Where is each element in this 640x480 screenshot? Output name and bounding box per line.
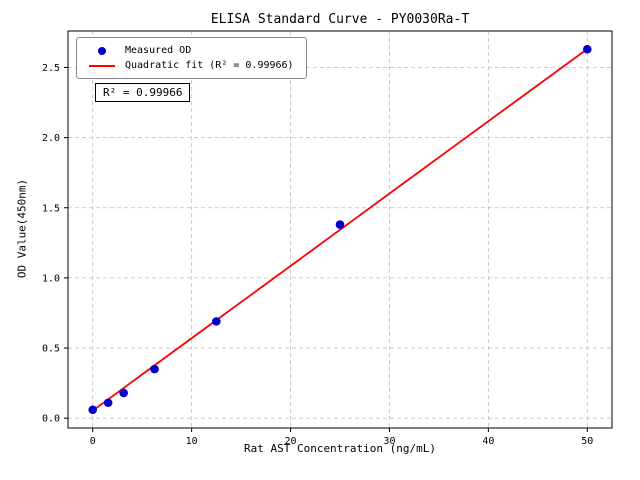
y-tick-label: 2.0: [42, 133, 60, 144]
x-tick-label: 0: [90, 436, 96, 447]
x-tick-label: 30: [383, 436, 395, 447]
x-tick-label: 40: [482, 436, 494, 447]
legend-item-measured-od: Measured OD: [87, 43, 294, 58]
chart-title: ELISA Standard Curve - PY0030Ra-T: [210, 12, 470, 27]
y-axis-label: OD Value(450nm): [15, 178, 29, 279]
y-tick-label: 0.0: [42, 414, 60, 425]
legend-label-quadratic-fit: Quadratic fit (R² = 0.99966): [125, 60, 294, 71]
y-tick-label: 2.5: [42, 63, 60, 74]
data-point: [212, 317, 221, 326]
fit-line: [92, 48, 588, 412]
data-point: [335, 220, 345, 229]
x-tick-label: 10: [186, 436, 198, 447]
x-tick-label: 20: [285, 436, 297, 447]
y-tick-label: 0.5: [42, 344, 60, 355]
legend-label-measured-od: Measured OD: [125, 45, 192, 56]
x-axis-label: Rat AST Concentration (ng/mL): [243, 442, 437, 455]
data-point: [150, 364, 159, 374]
y-tick-label: 1.5: [42, 203, 60, 214]
plot-frame: [67, 30, 613, 429]
measured-od-marker-icon: [98, 46, 106, 55]
x-tick-label: 50: [581, 436, 593, 447]
legend: Measured OD Quadratic fit (R² = 0.99966): [76, 37, 307, 79]
data-point: [119, 388, 128, 398]
data-point: [88, 405, 98, 415]
y-tick-label: 1.0: [42, 273, 60, 284]
r-squared-annotation: R² = 0.99966: [95, 83, 191, 102]
fit-line-marker-icon: [89, 64, 115, 67]
data-point: [103, 398, 113, 408]
data-point: [582, 44, 592, 54]
legend-item-quadratic-fit: Quadratic fit (R² = 0.99966): [87, 58, 294, 73]
